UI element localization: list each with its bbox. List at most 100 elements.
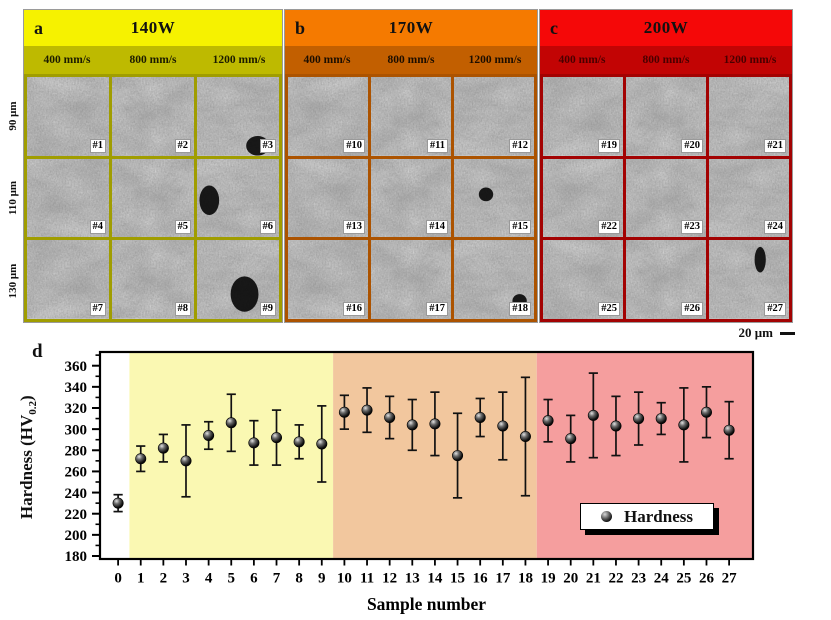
micrograph-image bbox=[709, 77, 789, 156]
x-tick-label: 11 bbox=[360, 571, 374, 587]
x-tick-label: 17 bbox=[495, 571, 511, 587]
data-point bbox=[655, 413, 667, 425]
x-axis-title: Sample number bbox=[367, 594, 486, 614]
x-tick-label: 25 bbox=[676, 571, 691, 587]
y-tick-label: 280 bbox=[65, 443, 88, 459]
sample-number-chip: #1 bbox=[89, 138, 106, 153]
pore-defect bbox=[478, 187, 494, 201]
pore-defect bbox=[754, 247, 766, 273]
sample-number-chip: #2 bbox=[174, 138, 191, 153]
data-point bbox=[338, 406, 350, 418]
data-point bbox=[248, 437, 260, 449]
data-point bbox=[361, 404, 373, 416]
sample-number-chip: #9 bbox=[259, 301, 276, 316]
sample-number-chip: #14 bbox=[426, 220, 448, 235]
x-tick-label: 22 bbox=[608, 571, 623, 587]
micrograph-cell: #12 bbox=[454, 77, 534, 156]
panel-power-title: 170W bbox=[388, 18, 434, 37]
scale-bar-line bbox=[780, 331, 795, 335]
data-point bbox=[678, 419, 690, 431]
y-tick-label: 340 bbox=[65, 380, 88, 396]
sample-number-chip: #23 bbox=[681, 220, 703, 235]
scan-speed-label: 800 mm/s bbox=[387, 54, 435, 66]
sample-number-chip: #8 bbox=[174, 301, 191, 316]
scan-speed-label: 400 mm/s bbox=[43, 54, 91, 66]
micrograph-cell: #3 bbox=[197, 77, 279, 156]
scan-speed-label: 800 mm/s bbox=[129, 54, 177, 66]
x-tick-label: 15 bbox=[450, 571, 465, 587]
micrograph-cell: #14 bbox=[371, 158, 451, 238]
y-tick-label: 300 bbox=[65, 422, 88, 438]
sample-number-chip: #27 bbox=[764, 301, 786, 316]
data-point bbox=[542, 415, 554, 427]
micrograph-cell: #27 bbox=[709, 240, 789, 319]
data-point bbox=[519, 431, 531, 443]
micrograph-cell: #16 bbox=[288, 240, 368, 319]
panel-letter: c bbox=[550, 18, 558, 38]
micrograph-cell: #2 bbox=[112, 77, 194, 156]
x-tick-label: 7 bbox=[273, 571, 281, 587]
x-tick-label: 3 bbox=[182, 571, 190, 587]
micrograph-cell: #8 bbox=[112, 240, 194, 319]
layer-thickness-label: 90 μm bbox=[7, 101, 19, 131]
micrograph-cell: #9 bbox=[197, 240, 279, 319]
data-point bbox=[429, 418, 441, 430]
x-tick-label: 14 bbox=[427, 571, 443, 587]
sample-number-chip: #13 bbox=[343, 220, 365, 235]
sample-number-chip: #7 bbox=[89, 301, 106, 316]
sample-number-chip: #26 bbox=[681, 301, 703, 316]
x-tick-label: 19 bbox=[541, 571, 556, 587]
scan-speed-label: 1200 mm/s bbox=[212, 54, 266, 66]
micrograph-cell: #5 bbox=[112, 158, 194, 238]
x-tick-label: 8 bbox=[295, 571, 303, 587]
data-point bbox=[723, 424, 735, 436]
scan-speed-label: 1200 mm/s bbox=[723, 54, 777, 66]
sample-number-chip: #19 bbox=[598, 138, 620, 153]
sample-number-chip: #4 bbox=[89, 220, 106, 235]
data-point bbox=[316, 438, 328, 450]
data-point bbox=[293, 436, 305, 448]
x-tick-label: 21 bbox=[586, 571, 601, 587]
sample-number-chip: #20 bbox=[681, 138, 703, 153]
x-tick-label: 10 bbox=[337, 571, 352, 587]
micrograph-image bbox=[112, 158, 194, 238]
sample-number-chip: #22 bbox=[598, 220, 620, 235]
x-tick-label: 0 bbox=[114, 571, 122, 587]
sample-number-chip: #5 bbox=[174, 220, 191, 235]
data-point bbox=[497, 420, 509, 432]
micrograph-cell: #18 bbox=[454, 240, 534, 319]
sample-number-chip: #17 bbox=[426, 301, 448, 316]
panel-a: a 140W 400 mm/s 800 mm/s 1200 mm/s #1 #2 #3 #4 #5… bbox=[23, 9, 283, 323]
y-tick-label: 320 bbox=[65, 401, 88, 417]
scan-speed-label: 400 mm/s bbox=[558, 54, 606, 66]
data-point bbox=[135, 453, 147, 465]
scan-speed-header: 400 mm/s 800 mm/s 1200 mm/s bbox=[540, 46, 792, 74]
micrograph-cell: #23 bbox=[626, 158, 706, 238]
x-tick-label: 6 bbox=[250, 571, 258, 587]
x-tick-label: 24 bbox=[654, 571, 670, 587]
micrograph-cell: #11 bbox=[371, 77, 451, 156]
micrograph-cell: #13 bbox=[288, 158, 368, 238]
pore-defect bbox=[230, 276, 259, 313]
panel-power-title: 200W bbox=[643, 18, 689, 37]
scan-speed-label: 800 mm/s bbox=[642, 54, 690, 66]
x-tick-label: 27 bbox=[722, 571, 738, 587]
micrograph-cell: #24 bbox=[709, 158, 789, 238]
micrograph-cell: #6 bbox=[197, 158, 279, 238]
scan-speed-header: 400 mm/s 800 mm/s 1200 mm/s bbox=[24, 46, 282, 74]
sample-number-chip: #16 bbox=[343, 301, 365, 316]
sample-number-chip: #25 bbox=[598, 301, 620, 316]
data-point bbox=[112, 497, 124, 509]
micrograph-cell: #7 bbox=[27, 240, 109, 319]
micrograph-cell: #22 bbox=[543, 158, 623, 238]
x-tick-label: 26 bbox=[699, 571, 715, 587]
micrograph-cell: #20 bbox=[626, 77, 706, 156]
x-tick-label: 18 bbox=[518, 571, 533, 587]
layer-thickness-label: 130 μm bbox=[7, 263, 19, 299]
sample-number-chip: #6 bbox=[259, 220, 276, 235]
micrograph-cell: #21 bbox=[709, 77, 789, 156]
panel-c: c 200W 400 mm/s 800 mm/s 1200 mm/s #19 #20 #21 #… bbox=[539, 9, 793, 323]
panel-power-title: 140W bbox=[130, 18, 176, 37]
micrograph-cell: #4 bbox=[27, 158, 109, 238]
y-tick-label: 200 bbox=[65, 528, 88, 544]
